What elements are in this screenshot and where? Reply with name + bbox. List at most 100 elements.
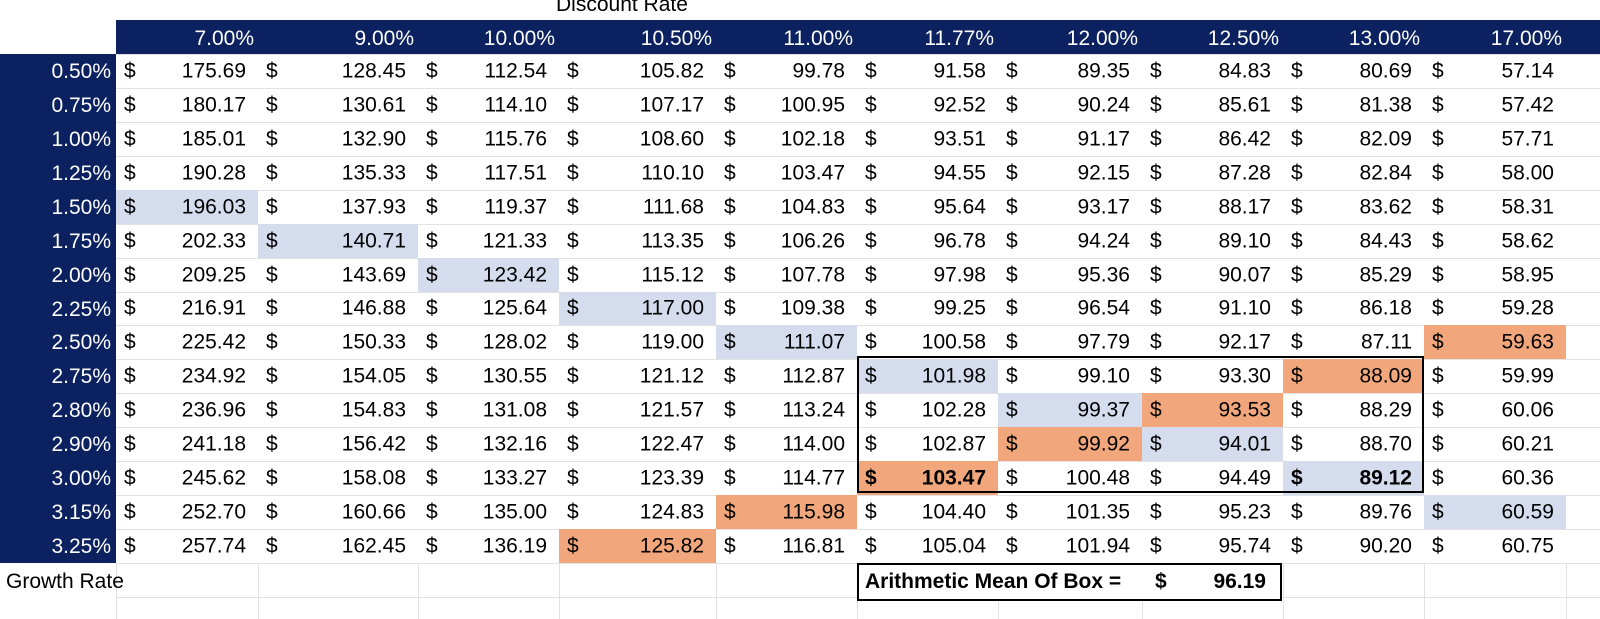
value-cell[interactable]: $136.19 xyxy=(418,529,559,563)
value-cell[interactable]: $99.92 xyxy=(998,427,1142,462)
value-cell[interactable]: $100.95 xyxy=(716,88,857,122)
value-cell[interactable]: $103.47 xyxy=(857,461,998,496)
value-cell[interactable]: $185.01 xyxy=(116,122,258,156)
value-cell[interactable]: $94.49 xyxy=(1142,461,1283,495)
value-cell[interactable]: $86.42 xyxy=(1142,122,1283,156)
value-cell[interactable]: $57.14 xyxy=(1424,54,1566,88)
value-cell[interactable]: $143.69 xyxy=(258,258,418,292)
value-cell[interactable]: $58.62 xyxy=(1424,224,1566,258)
value-cell[interactable]: $209.25 xyxy=(116,258,258,292)
value-cell[interactable]: $146.88 xyxy=(258,292,418,326)
value-cell[interactable]: $160.66 xyxy=(258,495,418,529)
value-cell[interactable]: $125.82 xyxy=(559,529,716,563)
value-cell[interactable]: $107.17 xyxy=(559,88,716,122)
value-cell[interactable]: $93.17 xyxy=(998,190,1142,224)
value-cell[interactable]: $132.90 xyxy=(258,122,418,156)
value-cell[interactable]: $59.28 xyxy=(1424,292,1566,326)
value-cell[interactable]: $135.00 xyxy=(418,495,559,529)
value-cell[interactable]: $102.87 xyxy=(857,427,998,461)
value-cell[interactable]: $59.63 xyxy=(1424,325,1566,360)
value-cell[interactable]: $117.00 xyxy=(559,291,716,326)
value-cell[interactable]: $236.96 xyxy=(116,393,258,427)
value-cell[interactable]: $82.84 xyxy=(1283,156,1424,190)
value-cell[interactable]: $125.64 xyxy=(418,292,559,326)
value-cell[interactable]: $154.05 xyxy=(258,359,418,393)
value-cell[interactable]: $88.09 xyxy=(1283,359,1424,394)
value-cell[interactable]: $99.37 xyxy=(998,393,1142,428)
value-cell[interactable]: $80.69 xyxy=(1283,54,1424,88)
value-cell[interactable]: $108.60 xyxy=(559,122,716,156)
value-cell[interactable]: $115.76 xyxy=(418,122,559,156)
value-cell[interactable]: $89.12 xyxy=(1283,461,1424,496)
value-cell[interactable]: $94.24 xyxy=(998,224,1142,258)
value-cell[interactable]: $121.12 xyxy=(559,359,716,393)
value-cell[interactable]: $96.54 xyxy=(998,292,1142,326)
value-cell[interactable]: $112.87 xyxy=(716,359,857,393)
value-cell[interactable]: $119.00 xyxy=(559,325,716,359)
value-cell[interactable]: $60.75 xyxy=(1424,529,1566,563)
value-cell[interactable]: $119.37 xyxy=(418,190,559,224)
value-cell[interactable]: $121.33 xyxy=(418,224,559,258)
value-cell[interactable]: $234.92 xyxy=(116,359,258,393)
value-cell[interactable]: $196.03 xyxy=(116,189,258,224)
value-cell[interactable]: $104.40 xyxy=(857,495,998,529)
value-cell[interactable]: $114.00 xyxy=(716,427,857,461)
value-cell[interactable]: $130.61 xyxy=(258,88,418,122)
value-cell[interactable]: $114.77 xyxy=(716,461,857,495)
value-cell[interactable]: $99.25 xyxy=(857,292,998,326)
value-cell[interactable]: $113.35 xyxy=(559,224,716,258)
value-cell[interactable]: $252.70 xyxy=(116,495,258,529)
value-cell[interactable]: $93.30 xyxy=(1142,359,1283,393)
value-cell[interactable]: $95.74 xyxy=(1142,529,1283,563)
value-cell[interactable]: $100.58 xyxy=(857,325,998,359)
value-cell[interactable]: $86.18 xyxy=(1283,292,1424,326)
value-cell[interactable]: $117.51 xyxy=(418,156,559,190)
value-cell[interactable]: $88.70 xyxy=(1283,427,1424,461)
value-cell[interactable]: $105.82 xyxy=(559,54,716,88)
value-cell[interactable]: $133.27 xyxy=(418,461,559,495)
value-cell[interactable]: $85.61 xyxy=(1142,88,1283,122)
value-cell[interactable]: $135.33 xyxy=(258,156,418,190)
value-cell[interactable]: $92.52 xyxy=(857,88,998,122)
value-cell[interactable]: $131.08 xyxy=(418,393,559,427)
value-cell[interactable]: $84.43 xyxy=(1283,224,1424,258)
value-cell[interactable]: $156.42 xyxy=(258,427,418,461)
value-cell[interactable]: $106.26 xyxy=(716,224,857,258)
value-cell[interactable]: $89.35 xyxy=(998,54,1142,88)
value-cell[interactable]: $103.47 xyxy=(716,156,857,190)
value-cell[interactable]: $85.29 xyxy=(1283,258,1424,292)
value-cell[interactable]: $93.51 xyxy=(857,122,998,156)
value-cell[interactable]: $101.35 xyxy=(998,495,1142,529)
value-cell[interactable]: $91.17 xyxy=(998,122,1142,156)
value-cell[interactable]: $241.18 xyxy=(116,427,258,461)
value-cell[interactable]: $59.99 xyxy=(1424,359,1566,393)
value-cell[interactable]: $121.57 xyxy=(559,393,716,427)
value-cell[interactable]: $225.42 xyxy=(116,325,258,359)
value-cell[interactable]: $91.10 xyxy=(1142,292,1283,326)
value-cell[interactable]: $100.48 xyxy=(998,461,1142,495)
value-cell[interactable]: $102.28 xyxy=(857,393,998,427)
value-cell[interactable]: $95.64 xyxy=(857,190,998,224)
value-cell[interactable]: $99.10 xyxy=(998,359,1142,393)
value-cell[interactable]: $180.17 xyxy=(116,88,258,122)
value-cell[interactable]: $140.71 xyxy=(258,223,418,258)
value-cell[interactable]: $257.74 xyxy=(116,529,258,563)
value-cell[interactable]: $158.08 xyxy=(258,461,418,495)
value-cell[interactable]: $101.98 xyxy=(857,359,998,394)
value-cell[interactable]: $109.38 xyxy=(716,292,857,326)
value-cell[interactable]: $114.10 xyxy=(418,88,559,122)
value-cell[interactable]: $58.31 xyxy=(1424,190,1566,224)
value-cell[interactable]: $105.04 xyxy=(857,529,998,563)
value-cell[interactable]: $110.10 xyxy=(559,156,716,190)
value-cell[interactable]: $111.07 xyxy=(716,325,857,360)
value-cell[interactable]: $92.17 xyxy=(1142,325,1283,359)
value-cell[interactable]: $150.33 xyxy=(258,325,418,359)
value-cell[interactable]: $58.95 xyxy=(1424,258,1566,292)
value-cell[interactable]: $115.98 xyxy=(716,495,857,529)
value-cell[interactable]: $92.15 xyxy=(998,156,1142,190)
value-cell[interactable]: $122.47 xyxy=(559,427,716,461)
value-cell[interactable]: $175.69 xyxy=(116,54,258,88)
value-cell[interactable]: $57.71 xyxy=(1424,122,1566,156)
value-cell[interactable]: $91.58 xyxy=(857,54,998,88)
value-cell[interactable]: $90.24 xyxy=(998,88,1142,122)
